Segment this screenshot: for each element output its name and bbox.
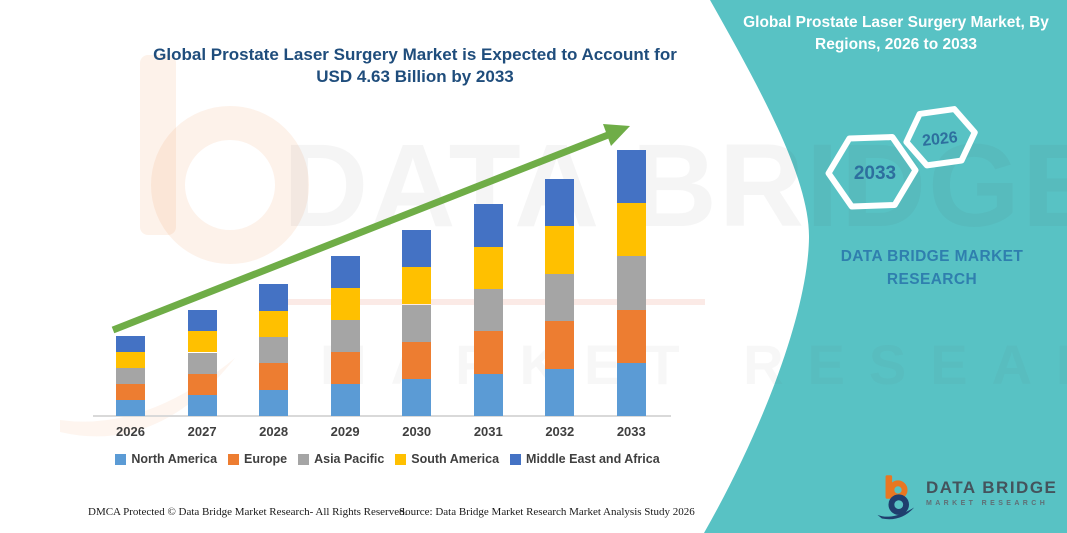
bar-segment-middle-east-and-africa-2028	[259, 284, 289, 311]
bar-segment-north-america-2032	[545, 368, 575, 416]
bar-segment-middle-east-and-africa-2030	[402, 230, 432, 268]
bar-segment-south-america-2030	[402, 267, 432, 305]
panel-title: Global Prostate Laser Surgery Market, By…	[743, 14, 1049, 53]
bar-segment-north-america-2028	[259, 389, 289, 416]
bar-segment-asia-pacific-2029	[330, 319, 360, 352]
bar-segment-north-america-2026	[116, 400, 145, 416]
legend-item-europe: Europe	[228, 452, 287, 466]
legend-label: Middle East and Africa	[526, 452, 660, 466]
logo-text: DATA BRIDGE MARKET RESEARCH	[926, 472, 1057, 507]
trend-arrow	[111, 124, 630, 334]
chart-legend: North America Europe Asia Pacific South Ame…	[95, 452, 680, 466]
bar-segment-asia-pacific-2032	[545, 273, 575, 322]
hexagon-2033	[825, 134, 919, 210]
bar-segment-europe-2030	[402, 341, 432, 379]
bar-segment-south-america-2028	[259, 310, 289, 338]
company-logo: DATA BRIDGE MARKET RESEARCH	[876, 472, 1057, 524]
legend-swatch	[228, 453, 240, 465]
bar-segment-europe-2028	[259, 363, 289, 390]
legend-label: Europe	[244, 452, 288, 466]
bar-segment-south-america-2026	[116, 351, 145, 368]
legend-label: North America	[131, 452, 218, 466]
hexagon-2026	[903, 106, 978, 169]
bar-segment-europe-2031	[473, 331, 503, 374]
bar-segment-asia-pacific-2026	[116, 368, 145, 384]
legend-label: Asia Pacific	[314, 452, 385, 466]
legend-swatch	[298, 453, 310, 465]
legend-swatch	[510, 453, 522, 465]
bar-segment-north-america-2031	[473, 373, 503, 416]
bar-segment-middle-east-and-africa-2033	[616, 150, 646, 204]
bar-segment-asia-pacific-2031	[473, 289, 503, 332]
hexagon-small-label: 2026	[921, 129, 958, 150]
bar-segment-asia-pacific-2033	[616, 256, 646, 310]
legend-swatch	[395, 453, 407, 465]
bar-segment-europe-2029	[330, 351, 360, 384]
bar-segment-middle-east-and-africa-2032	[545, 178, 575, 227]
x-axis-label-2033: 2033	[616, 424, 646, 439]
x-axis-label-2028: 2028	[259, 424, 289, 439]
bar-segment-europe-2032	[545, 321, 575, 369]
bar-segment-middle-east-and-africa-2027	[187, 310, 217, 332]
brand-text: DATA BRIDGE MARKET RESEARCH	[840, 248, 1024, 288]
bar-segment-middle-east-and-africa-2029	[330, 255, 360, 288]
legend-item-north-america: North America	[115, 452, 217, 466]
x-axis-line	[93, 415, 671, 417]
bar-segment-north-america-2027	[187, 394, 217, 416]
bar-segment-asia-pacific-2028	[259, 337, 289, 364]
data-bridge-logo-icon	[877, 475, 915, 520]
logo-subtitle: MARKET RESEARCH	[926, 500, 1049, 507]
chart-title-line2: USD 4.63 Billion by 2033	[316, 67, 514, 86]
x-axis-label-2029: 2029	[330, 424, 360, 439]
footer-source: Source: Data Bridge Market Research Mark…	[399, 506, 695, 518]
legend-item-asia-pacific: Asia Pacific	[298, 452, 384, 466]
bar-segment-south-america-2029	[330, 287, 360, 320]
bar-segment-middle-east-and-africa-2031	[473, 204, 503, 247]
x-axis-label-2026: 2026	[116, 424, 145, 439]
logo-name: DATA BRIDGE	[926, 478, 1058, 497]
x-axis-label-2032: 2032	[545, 424, 575, 439]
bar-segment-south-america-2027	[187, 331, 217, 353]
x-axis-label-2031: 2031	[473, 424, 503, 439]
bar-segment-middle-east-and-africa-2026	[116, 335, 145, 352]
bar-segment-south-america-2031	[473, 246, 503, 289]
bar-segment-europe-2033	[616, 309, 646, 363]
bar-segment-north-america-2030	[402, 378, 432, 416]
x-axis-label-2030: 2030	[402, 424, 432, 439]
bar-segment-asia-pacific-2027	[187, 352, 217, 374]
legend-swatch	[115, 453, 127, 465]
bar-segment-north-america-2033	[616, 362, 646, 416]
x-axis-label-2027: 2027	[187, 424, 217, 439]
chart-title-line1: Global Prostate Laser Surgery Market is …	[153, 45, 677, 64]
chart-title: Global Prostate Laser Surgery Market is …	[115, 44, 715, 88]
legend-item-middle-east-and-africa: Middle East and Africa	[510, 452, 660, 466]
legend-item-south-america: South America	[395, 452, 499, 466]
bar-segment-asia-pacific-2030	[402, 304, 432, 342]
bar-segment-south-america-2033	[616, 203, 646, 257]
footer-dmca: DMCA Protected © Data Bridge Market Rese…	[88, 506, 408, 518]
bar-segment-north-america-2029	[330, 384, 360, 416]
hexagon-large-label: 2033	[854, 163, 896, 184]
bar-segment-europe-2026	[116, 384, 145, 400]
bar-segment-europe-2027	[187, 373, 217, 395]
legend-label: South America	[411, 452, 500, 466]
hexagon-badges: 2033 2026	[825, 106, 978, 210]
bar-segment-south-america-2032	[545, 226, 575, 274]
